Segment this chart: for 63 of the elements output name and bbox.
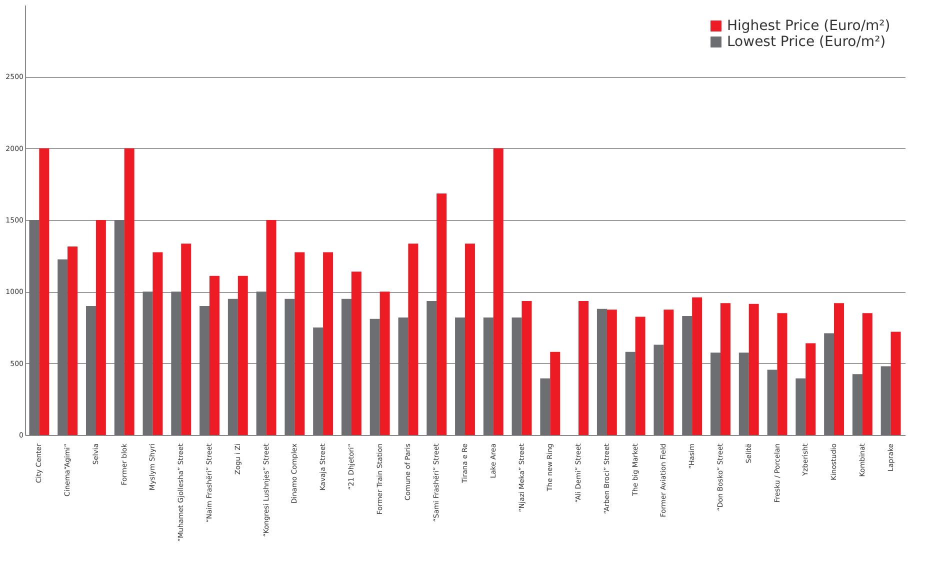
bar: [86, 306, 96, 435]
bar: [29, 220, 40, 435]
bar: [606, 310, 617, 435]
bar: [266, 220, 276, 435]
bar: [654, 344, 664, 435]
bar: [142, 292, 153, 435]
bar: [408, 244, 418, 435]
bar: [682, 316, 692, 435]
bar: [710, 352, 721, 435]
bar: [862, 313, 872, 435]
bar: [256, 292, 266, 435]
bar: [777, 313, 788, 435]
bar: [806, 343, 816, 435]
bar: [171, 292, 182, 435]
bar: [58, 259, 68, 435]
bar: [114, 220, 124, 435]
bar: [238, 276, 248, 435]
bar: [455, 317, 466, 435]
legend-label: Highest Price (Euro/m²): [727, 18, 890, 34]
bar: [39, 148, 50, 435]
bar: [124, 148, 134, 435]
bar: [824, 333, 834, 435]
bar: [767, 370, 778, 435]
bar: [890, 332, 901, 435]
bar: [635, 316, 646, 435]
bar: [436, 193, 447, 435]
bar: [720, 303, 730, 435]
bar: [464, 244, 475, 435]
bar: [578, 300, 589, 435]
bar: [493, 148, 504, 435]
legend-label: Lowest Price (Euro/m²): [727, 34, 886, 50]
bar: [370, 318, 380, 435]
bar: [738, 352, 749, 435]
bar: [852, 374, 862, 435]
bar: [540, 378, 550, 435]
bar: [398, 317, 408, 435]
bar: [522, 300, 532, 435]
bar: [228, 298, 238, 435]
bar: [426, 300, 437, 435]
bar: [625, 352, 636, 435]
bar: [96, 220, 106, 435]
bar: [209, 276, 220, 435]
bar: [294, 252, 305, 435]
bar: [380, 292, 390, 435]
bar: [152, 252, 163, 435]
bar: [313, 328, 324, 435]
bar: [880, 366, 891, 435]
bar: [341, 298, 352, 435]
bar: [596, 308, 607, 435]
bar: [692, 297, 702, 435]
bar: [351, 272, 362, 435]
bar: [512, 317, 522, 435]
bar: [284, 298, 295, 435]
bar: [664, 310, 674, 435]
bar: [323, 252, 334, 435]
bar: [834, 303, 844, 435]
bar: [748, 304, 759, 435]
bar: [550, 352, 560, 435]
bar: [796, 378, 806, 435]
bar: [483, 317, 494, 435]
bar: [200, 306, 210, 435]
bar: [181, 244, 192, 435]
bar: [68, 246, 78, 435]
